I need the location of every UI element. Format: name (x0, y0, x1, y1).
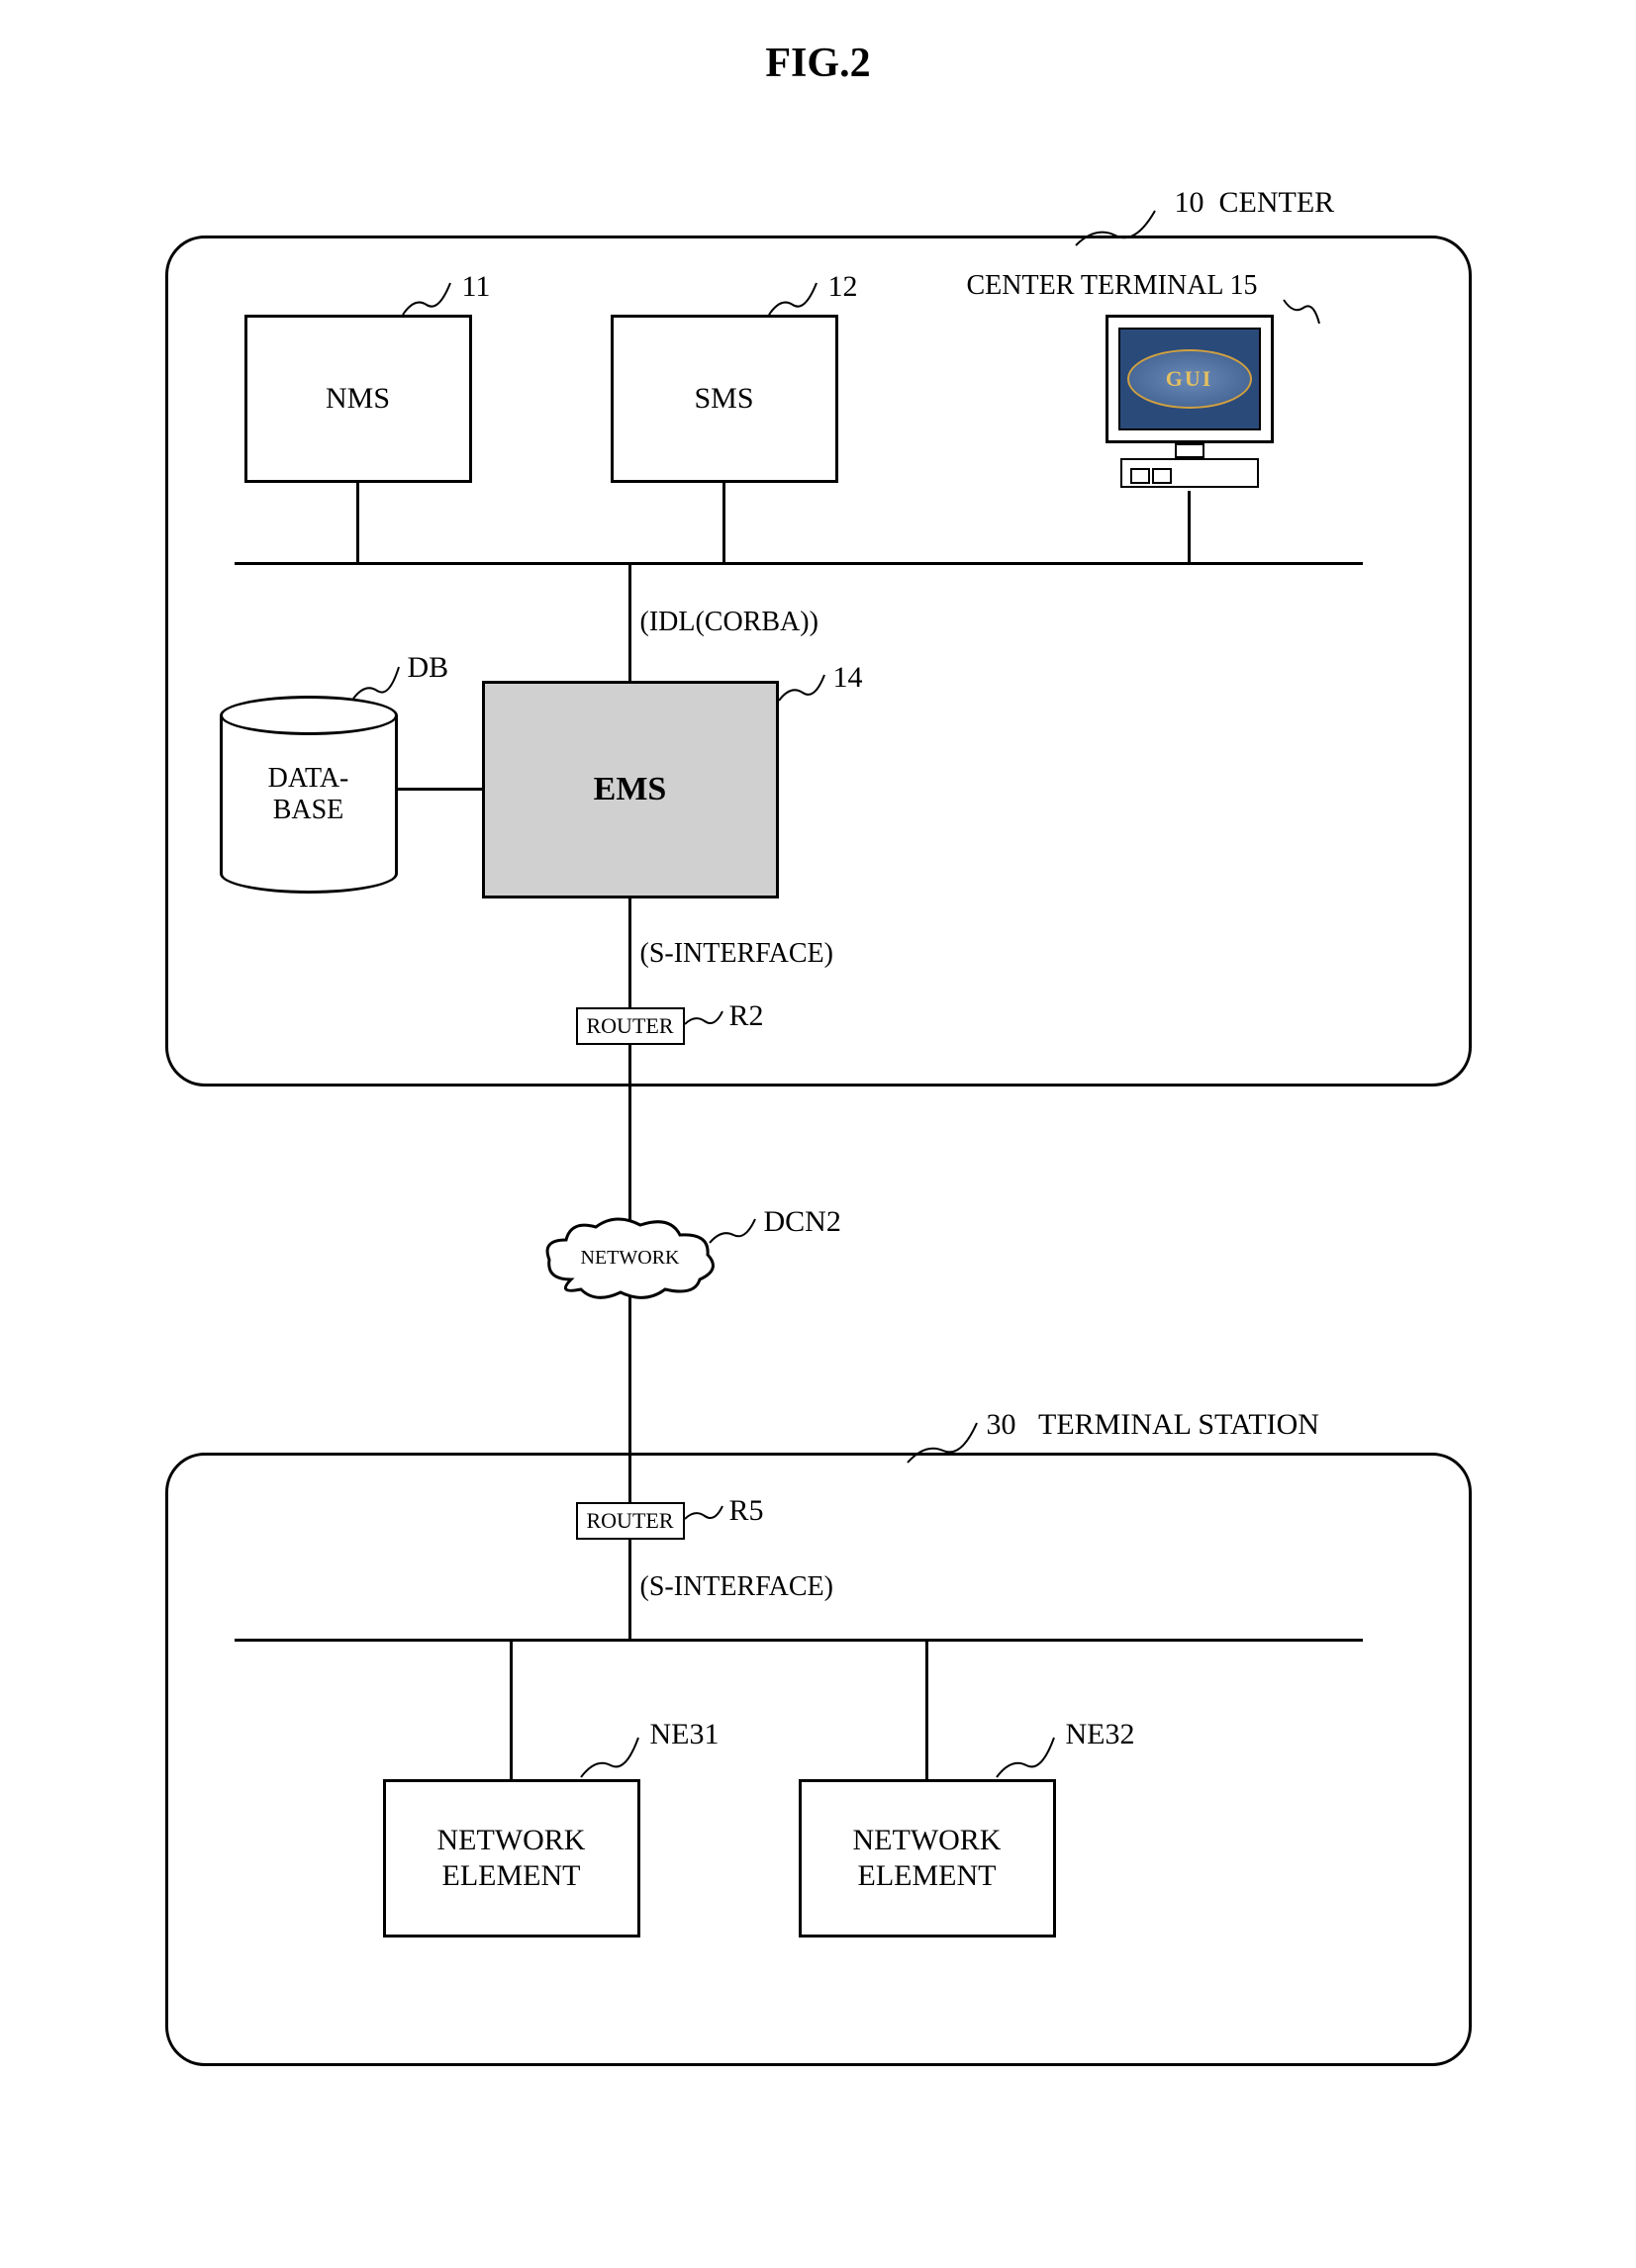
database-node: DATA- BASE (220, 696, 398, 894)
ne32-label: NETWORK ELEMENT (853, 1823, 1002, 1894)
nms-drop (356, 483, 359, 562)
r5-ref-leader (685, 1504, 729, 1539)
terminal-station-ref: 30 (987, 1408, 1016, 1441)
sms-node: SMS (611, 315, 838, 483)
sif-lower-label: (S-INTERFACE) (640, 1571, 833, 1603)
nms-ref-leader (403, 275, 462, 330)
ne32-ref-leader (997, 1730, 1066, 1789)
bus-to-ems (628, 562, 631, 681)
cloud-ref: DCN2 (764, 1205, 841, 1239)
router-r2: ROUTER (576, 1007, 685, 1045)
router2-to-cloud (628, 1045, 631, 1223)
nms-ref: 11 (462, 270, 491, 304)
center-terminal-label: CENTER TERMINAL15 (967, 270, 1258, 302)
center-terminal-text: CENTER TERMINAL (967, 270, 1224, 301)
sms-label: SMS (694, 381, 753, 417)
terminal-station-name: TERMINAL STATION (1038, 1408, 1319, 1441)
ne31-ref-leader (581, 1730, 650, 1789)
r2-ref-leader (685, 1009, 729, 1044)
ne31-node: NETWORK ELEMENT (383, 1779, 640, 1937)
ne31-drop (510, 1639, 513, 1779)
keyboard-base (1120, 458, 1259, 488)
ems-ref: 14 (833, 661, 863, 695)
ne31-ref: NE31 (650, 1718, 720, 1751)
sms-ref: 12 (828, 270, 858, 304)
terminal-station-group (165, 1453, 1472, 2066)
gui-label: GUI (1166, 366, 1213, 392)
router2-ref: R2 (729, 999, 764, 1033)
nms-node: NMS (244, 315, 472, 483)
screen-icon: GUI (1118, 328, 1261, 430)
terminal-ref-leader (1284, 300, 1323, 334)
ne31-label: NETWORK ELEMENT (437, 1823, 586, 1894)
cloud-to-router5 (628, 1294, 631, 1502)
monitor-stand (1175, 443, 1204, 458)
terminal-station-leader (908, 1413, 997, 1477)
ems-label: EMS (594, 770, 667, 810)
cloud-ref-leader (710, 1215, 764, 1255)
sif-upper-label: (S-INTERFACE) (640, 938, 833, 970)
router5-label: ROUTER (587, 1508, 674, 1534)
figure-title: FIG.2 (40, 40, 1596, 87)
db-to-ems (398, 788, 482, 791)
network-diagram: 10 CENTER 30 TERMINAL STATION (IDL(CORBA… (126, 146, 1511, 2126)
ems-to-router2 (628, 898, 631, 1007)
center-terminal-ref: 15 (1230, 270, 1258, 301)
ems-ref-leader (779, 671, 833, 715)
router-r5: ROUTER (576, 1502, 685, 1540)
db-label: DATA- BASE (268, 763, 349, 826)
lower-bus (235, 1639, 1363, 1642)
nms-label: NMS (326, 381, 390, 417)
ne32-node: NETWORK ELEMENT (799, 1779, 1056, 1937)
terminal-drop (1188, 491, 1191, 562)
ne32-ref: NE32 (1066, 1718, 1135, 1751)
ems-node: EMS (482, 681, 779, 898)
center-ref: 10 (1175, 186, 1204, 219)
terminal-station-ref-label: 30 TERMINAL STATION (987, 1408, 1319, 1442)
idl-label: (IDL(CORBA)) (640, 607, 818, 638)
center-leader (1076, 201, 1175, 265)
router5-ref: R5 (729, 1494, 764, 1528)
center-terminal: GUI (1096, 315, 1284, 493)
router5-to-bus (628, 1540, 631, 1639)
router2-label: ROUTER (587, 1013, 674, 1039)
center-ref-label: 10 CENTER (1175, 186, 1335, 220)
monitor-icon: GUI (1106, 315, 1274, 443)
db-ref: DB (408, 651, 449, 685)
upper-bus (235, 562, 1363, 565)
sms-ref-leader (769, 275, 828, 330)
network-cloud: NETWORK (541, 1215, 720, 1304)
center-name: CENTER (1219, 186, 1335, 219)
sms-drop (722, 483, 725, 562)
ne32-drop (925, 1639, 928, 1779)
cloud-label: NETWORK (541, 1247, 720, 1270)
gui-oval: GUI (1127, 349, 1252, 409)
